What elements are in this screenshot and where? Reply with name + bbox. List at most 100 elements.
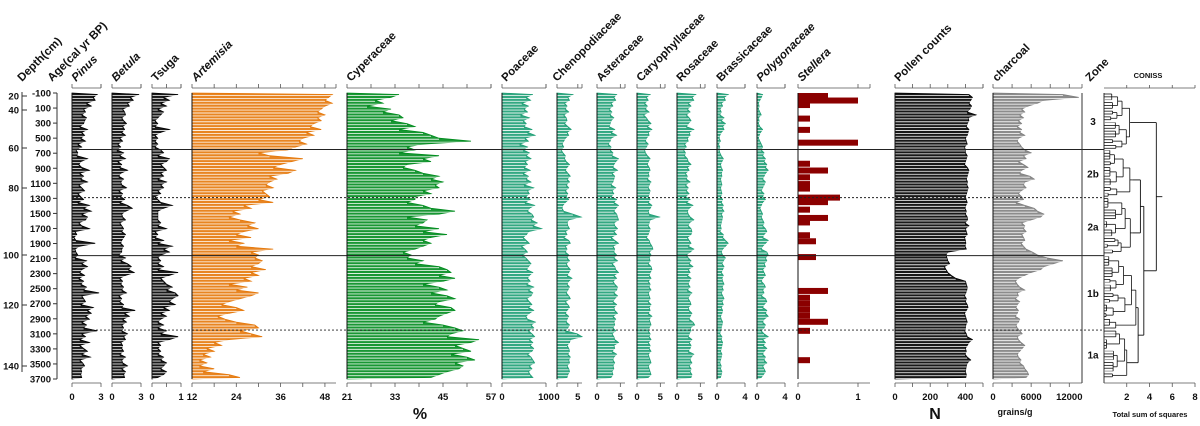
x-tick-label-pinus: 0 — [69, 392, 74, 403]
percent-unit-label: % — [413, 406, 427, 423]
stellera-bar — [798, 300, 810, 307]
profile-pinus — [71, 92, 100, 380]
column-charcoal — [992, 92, 1079, 380]
x-tick-label-polygonaceae: 4 — [782, 392, 788, 403]
coniss-tick-label: 2 — [1124, 392, 1129, 403]
age-tick-label: 1100 — [30, 179, 51, 190]
stellera-bar — [798, 318, 828, 325]
coniss-title: CONISS — [1134, 71, 1163, 80]
x-tick-label-asteraceae: 5 — [618, 392, 624, 403]
x-tick-label-chenopodiaceae: 0 — [554, 392, 559, 403]
zone-column-title: Zone — [1084, 56, 1112, 84]
profile-tsuga — [151, 92, 179, 380]
stellera-bar — [798, 167, 828, 174]
x-tick-label-chenopodiaceae: 5 — [575, 392, 581, 403]
x-tick-label-pinus: 3 — [98, 392, 103, 403]
stellera-bar — [798, 160, 810, 167]
x-tick-label-stellera: 0 — [795, 392, 800, 403]
stellera-bar — [798, 194, 840, 201]
title-pollen_counts: Pollen counts — [893, 22, 955, 84]
age-tick-label: 3700 — [30, 375, 51, 386]
stellera-bar — [798, 254, 816, 261]
x-tick-label-stellera: 1 — [855, 392, 861, 403]
x-tick-label-cyperaceae: 33 — [390, 392, 401, 403]
x-tick-label-artemisia: 48 — [320, 392, 331, 403]
age-tick-label: 900 — [35, 164, 51, 175]
column-caryophyllaceae — [636, 92, 661, 380]
column-pinus — [71, 92, 100, 380]
coniss-tick-label: 8 — [1192, 392, 1197, 403]
column-chenopodiaceae — [556, 92, 584, 380]
x-tick-label-cyperaceae: 57 — [486, 392, 497, 403]
age-tick-label: 300 — [35, 119, 51, 130]
depth-tick-label: 100 — [3, 251, 19, 262]
zone-label: 2b — [1087, 170, 1099, 181]
zone-label: 1a — [1087, 351, 1099, 362]
zone-boundaries — [72, 148, 1104, 331]
x-tick-label-cyperaceae: 21 — [342, 392, 353, 403]
x-tick-label-tsuga: 1 — [178, 392, 184, 403]
x-tick-label-cyperaceae: 45 — [438, 392, 449, 403]
x-tick-label-charcoal: 12000 — [1056, 392, 1082, 403]
depth-tick-label: 20 — [8, 92, 19, 103]
stellera-bar — [798, 93, 828, 100]
depth-tick-label: 40 — [8, 106, 19, 117]
x-tick-label-rosaceae: 0 — [674, 392, 679, 403]
stellera-bar — [798, 357, 810, 364]
stellera-bar — [798, 139, 858, 146]
column-polygonaceae — [756, 92, 769, 380]
stellera-bar — [798, 206, 810, 213]
age-tick-label: 2500 — [30, 284, 51, 295]
title-betula: Betula — [110, 50, 144, 84]
stellera-bar — [798, 181, 810, 188]
x-tick-label-pollen_counts: 200 — [922, 392, 938, 403]
age-tick-label: 1300 — [30, 194, 51, 205]
age-tick-label: -100 — [32, 89, 51, 100]
column-rosaceae — [676, 92, 697, 380]
column-tsuga — [151, 92, 179, 380]
stellera-bar — [798, 185, 810, 192]
x-tick-label-poaceae: 0 — [499, 392, 504, 403]
coniss-tick-label: 6 — [1170, 392, 1175, 403]
x-tick-label-betula: 0 — [109, 392, 114, 403]
title-cyperaceae: Cyperaceae — [345, 30, 399, 84]
age-tick-label: 1500 — [30, 209, 51, 220]
charcoal-unit-label: grains/g — [997, 407, 1032, 417]
stellera-bar — [798, 294, 810, 301]
profile-artemisia — [191, 92, 334, 380]
stellera-bar — [798, 287, 828, 294]
stellera-bar — [798, 214, 828, 221]
age-tick-label: 1900 — [30, 239, 51, 250]
column-asteraceae — [596, 92, 620, 380]
x-tick-label-betula: 3 — [138, 392, 143, 403]
age-tick-label: 700 — [35, 149, 51, 160]
title-stellera: Stellera — [796, 46, 834, 84]
stellera-bar — [798, 238, 816, 245]
stellera-bar — [798, 312, 810, 319]
column-artemisia — [191, 92, 334, 380]
x-tick-label-charcoal: 6000 — [1021, 392, 1042, 403]
x-tick-label-artemisia: 36 — [275, 392, 286, 403]
x-tick-label-asteraceae: 0 — [594, 392, 599, 403]
age-tick-label: 2300 — [30, 269, 51, 280]
column-stellera — [798, 93, 858, 364]
pollen-unit-label: N — [929, 406, 941, 423]
x-tick-label-pollen_counts: 0 — [892, 392, 897, 403]
x-tick-label-rosaceae: 5 — [698, 392, 704, 403]
x-tick-label-brassicaceae: 0 — [714, 392, 719, 403]
stellera-bar — [798, 126, 810, 133]
stellera-bar — [798, 327, 810, 334]
x-tick-label-caryophyllaceae: 5 — [658, 392, 664, 403]
x-tick-label-caryophyllaceae: 0 — [634, 392, 639, 403]
age-tick-label: 3300 — [30, 344, 51, 355]
stellera-bar — [798, 306, 810, 313]
x-tick-label-brassicaceae: 4 — [742, 392, 748, 403]
x-tick-label-charcoal: 0 — [990, 392, 995, 403]
age-tick-label: 2100 — [30, 254, 51, 265]
axes-layer — [21, 84, 1196, 387]
zone-label: 2a — [1087, 223, 1099, 234]
title-tsuga: Tsuga — [150, 52, 182, 84]
column-brassicaceae — [716, 92, 730, 380]
depth-tick-label: 60 — [8, 144, 19, 155]
